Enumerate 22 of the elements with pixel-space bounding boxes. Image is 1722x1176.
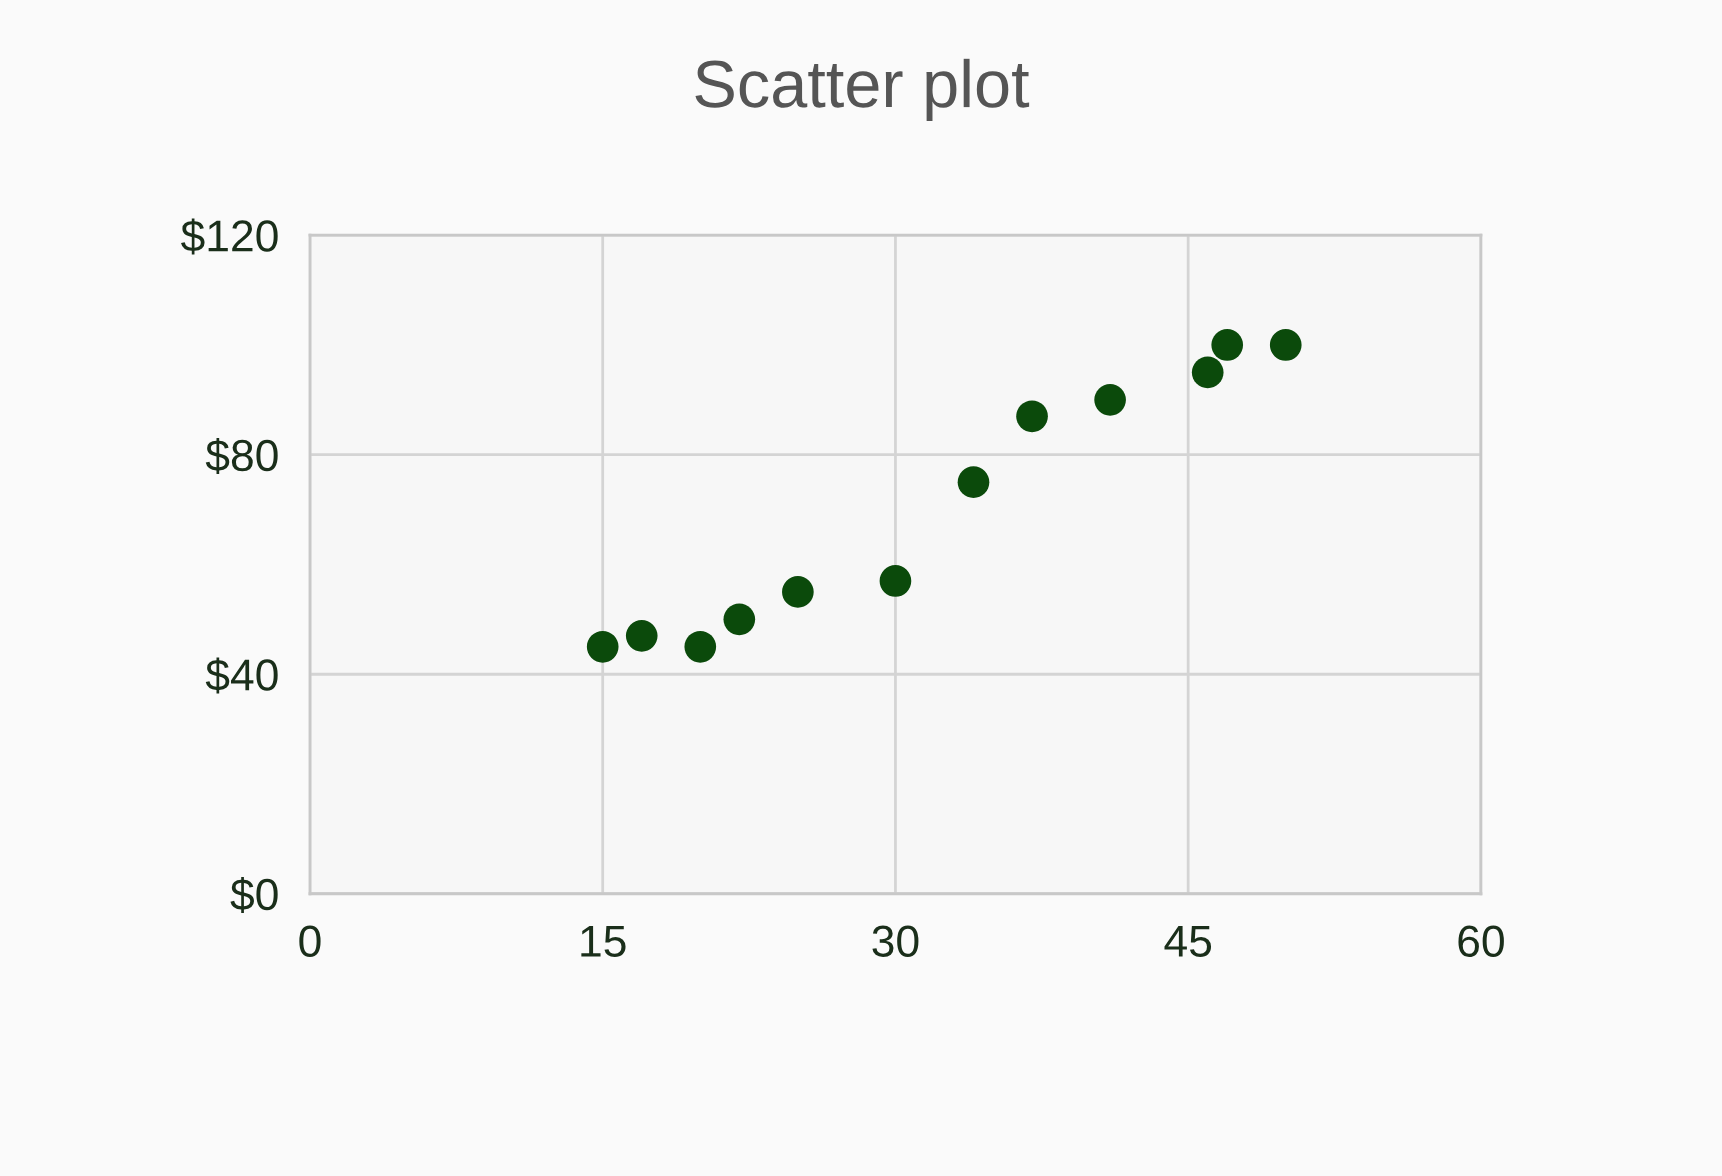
x-tick-label: 15 [581,925,626,957]
y-tick-label: $0 [230,876,278,913]
point [879,565,912,597]
point [1211,329,1244,361]
point [1094,384,1126,416]
point [586,630,619,663]
point [1191,356,1224,389]
y-tick-label: $120 [181,218,278,255]
point [684,630,717,663]
chart-title: Scatter plot [695,58,1030,121]
point [1016,400,1048,433]
y-tick-label: $80 [205,437,278,474]
point [1269,329,1302,361]
y-tick-label: $40 [205,657,278,694]
point [957,466,990,498]
point [723,603,756,636]
x-tick-label: 45 [1164,925,1212,957]
x-tick-label: 60 [1458,925,1504,957]
x-tick-label: 30 [872,925,919,957]
point [782,576,814,608]
point [625,619,658,652]
x-tick-label: 0 [299,925,321,957]
